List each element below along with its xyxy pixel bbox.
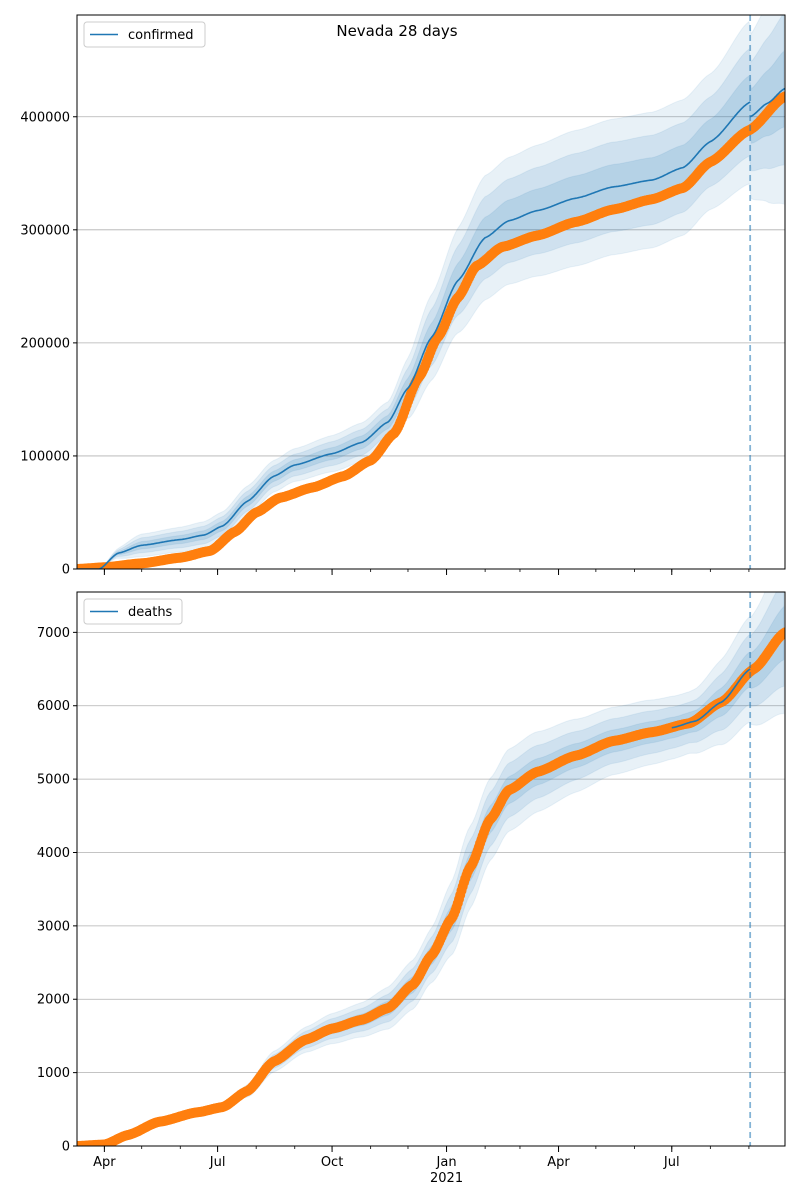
y-tick-label: 3000 <box>37 919 70 934</box>
chart-title: Nevada 28 days <box>336 22 457 40</box>
y-tick-label: 0 <box>62 1140 70 1155</box>
legend-frame <box>83 21 206 48</box>
legend-label: confirmed <box>128 28 194 43</box>
x-tick-label: Jul <box>209 1155 226 1170</box>
y-tick-label: 100000 <box>20 449 70 464</box>
x-tick-label: Jan <box>436 1155 457 1170</box>
x-tick-label: Oct <box>321 1155 343 1170</box>
legend-frame <box>83 598 183 625</box>
y-tick-label: 7000 <box>37 626 70 641</box>
observed-marker <box>780 627 785 638</box>
observed-marker <box>780 91 785 102</box>
model-line <box>749 87 785 118</box>
x-tick-year-label: 2021 <box>430 1171 463 1186</box>
model-line <box>671 668 751 729</box>
axes-frame <box>76 14 786 570</box>
plot-area <box>77 15 785 569</box>
plot-area <box>77 592 785 1146</box>
deaths-panel: 0 1000 2000 3000 4000 5000 6000 7000 Apr Jul Oct Ja… <box>37 591 786 1186</box>
axes-frame <box>76 591 786 1147</box>
x-tick-label: Jul <box>663 1155 680 1170</box>
y-tick-label: 400000 <box>20 110 70 125</box>
legend: deaths <box>83 598 183 625</box>
y-tick-label: 0 <box>62 563 70 578</box>
y-tick-label: 300000 <box>20 223 70 238</box>
y-tick-label: 5000 <box>37 773 70 788</box>
legend: confirmed <box>83 21 206 48</box>
confirmed-panel: 0 100000 200000 300000 400000 confirmed <box>20 14 786 578</box>
y-tick-label: 2000 <box>37 993 70 1008</box>
y-tick-label: 6000 <box>37 699 70 714</box>
x-tick-label: Apr <box>93 1155 116 1170</box>
y-tick-label: 200000 <box>20 336 70 351</box>
legend-label: deaths <box>128 605 173 620</box>
y-tick-label: 4000 <box>37 846 70 861</box>
model-line <box>77 101 751 569</box>
x-tick-label: Apr <box>547 1155 570 1170</box>
y-tick-label: 1000 <box>37 1066 70 1081</box>
